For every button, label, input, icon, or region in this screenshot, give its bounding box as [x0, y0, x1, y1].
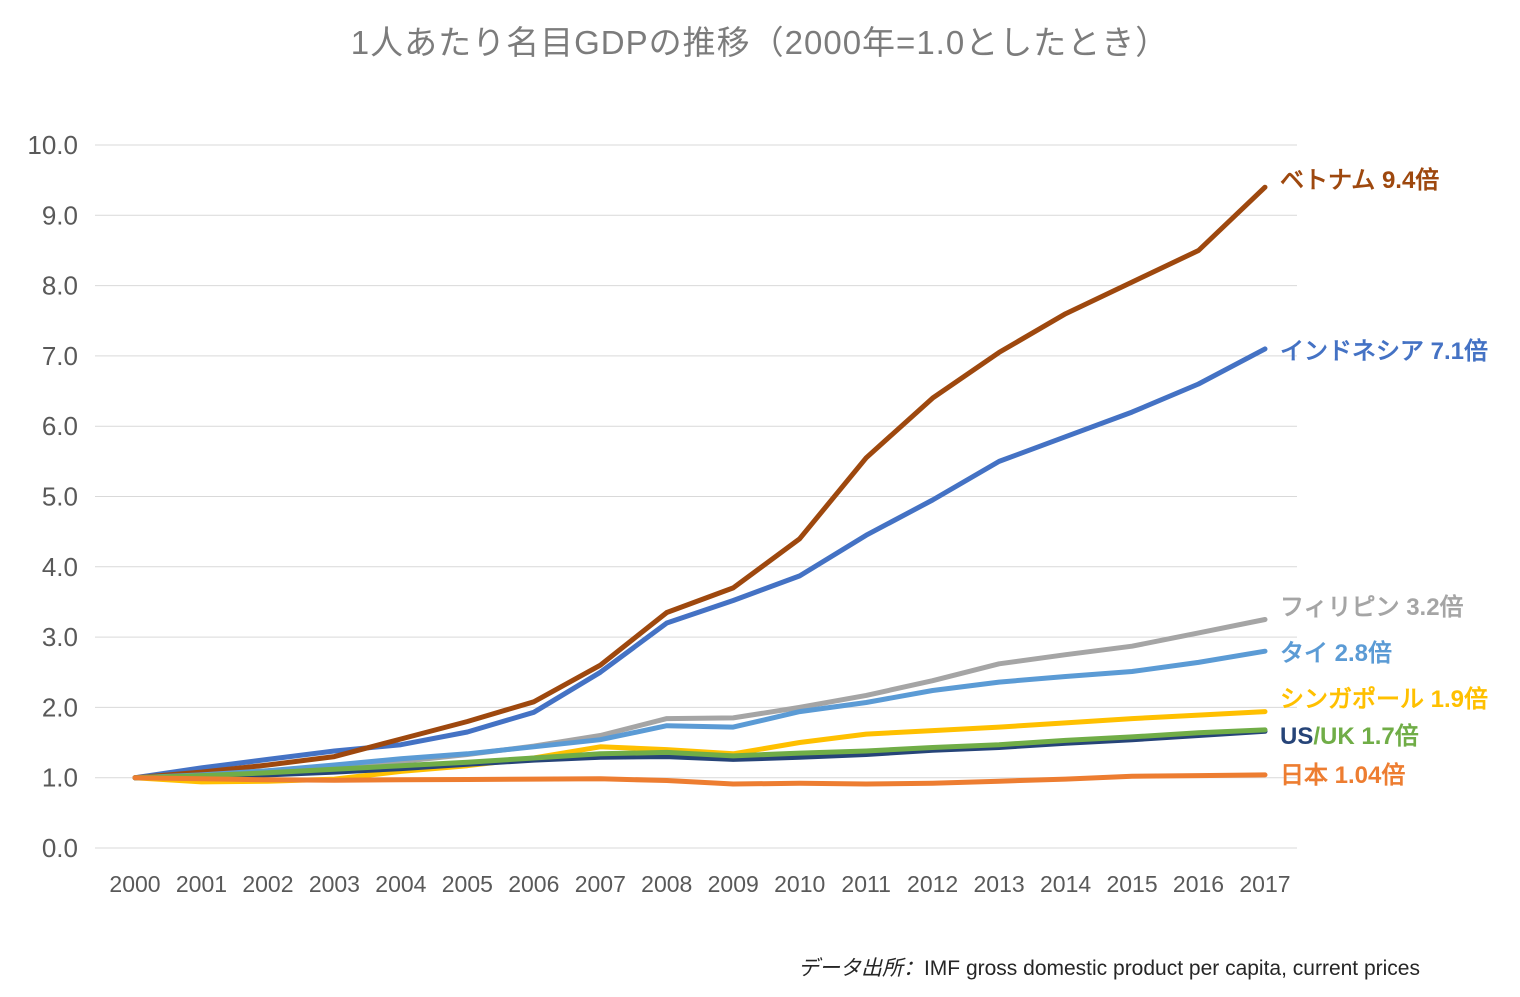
data-source-prefix: データ出所： — [797, 957, 924, 980]
series-line-indonesia — [132, 346, 1268, 781]
y-axis-tick-10.0: 10.0 — [27, 130, 78, 160]
data-source-note: データ出所：IMF gross domestic product per cap… — [798, 952, 1420, 982]
x-axis-tick-2015: 2015 — [1106, 871, 1157, 897]
x-axis-tick-2007: 2007 — [575, 871, 626, 897]
y-axis-tick-9.0: 9.0 — [42, 200, 78, 230]
x-axis-tick-2010: 2010 — [774, 871, 825, 897]
y-axis-tick-7.0: 7.0 — [42, 341, 78, 371]
series-line-thailand — [132, 648, 1268, 781]
chart-title: 1人あたり名目GDPの推移（2000年=1.0としたとき） — [350, 24, 1170, 61]
series-line-japan — [132, 772, 1268, 787]
x-axis-tick-2017: 2017 — [1239, 871, 1290, 897]
x-axis-tick-2008: 2008 — [641, 871, 692, 897]
x-axis-tick-2013: 2013 — [974, 871, 1025, 897]
x-axis-tick-2009: 2009 — [708, 871, 759, 897]
x-axis-tick-2005: 2005 — [442, 871, 493, 897]
data-source-text: IMF gross domestic product per capita, c… — [923, 957, 1420, 980]
series-line-us — [132, 728, 1268, 781]
series-line-vietnam — [132, 184, 1268, 781]
x-axis-tick-2003: 2003 — [309, 871, 360, 897]
series-label-us-uk: US/UK 1.7倍 — [1280, 722, 1419, 752]
series-label-indonesia: インドネシア 7.1倍 — [1280, 337, 1488, 367]
x-axis-tick-2011: 2011 — [841, 871, 890, 897]
y-axis-tick-1.0: 1.0 — [42, 763, 78, 793]
series-label-part: ベトナム 9.4倍 — [1280, 167, 1440, 194]
series-label-japan: 日本 1.04倍 — [1280, 761, 1405, 791]
series-label-part: タイ 2.8倍 — [1280, 640, 1393, 667]
x-axis-tick-2014: 2014 — [1040, 871, 1091, 897]
x-axis-tick-2000: 2000 — [109, 871, 160, 897]
series-label-part: シンガポール 1.9倍 — [1280, 686, 1489, 713]
x-axis-tick-2002: 2002 — [242, 871, 293, 897]
x-axis-tick-2012: 2012 — [907, 871, 958, 897]
series-label-part: US — [1280, 723, 1314, 750]
series-label-part: 日本 1.04倍 — [1280, 762, 1406, 789]
y-axis-tick-8.0: 8.0 — [42, 271, 78, 301]
series-line-uk — [132, 727, 1268, 781]
y-axis-tick-0.0: 0.0 — [42, 833, 78, 863]
y-axis-tick-2.0: 2.0 — [42, 692, 78, 722]
y-axis-tick-6.0: 6.0 — [42, 411, 78, 441]
y-axis-tick-4.0: 4.0 — [42, 552, 78, 582]
series-label-part: /UK 1.7倍 — [1313, 723, 1419, 750]
series-label-thailand: タイ 2.8倍 — [1280, 639, 1392, 669]
y-axis-tick-5.0: 5.0 — [42, 482, 78, 512]
x-axis-tick-2016: 2016 — [1173, 871, 1224, 897]
series-label-vietnam: ベトナム 9.4倍 — [1280, 166, 1439, 196]
x-axis-tick-2006: 2006 — [508, 871, 559, 897]
x-axis-tick-2001: 2001 — [176, 871, 227, 897]
series-label-philippines: フィリピン 3.2倍 — [1280, 593, 1464, 623]
series-label-part: フィリピン 3.2倍 — [1280, 594, 1464, 621]
series-label-part: インドネシア 7.1倍 — [1280, 338, 1489, 365]
series-label-singapore: シンガポール 1.9倍 — [1280, 685, 1488, 715]
x-axis-tick-2004: 2004 — [375, 871, 426, 897]
y-axis-tick-3.0: 3.0 — [42, 622, 78, 652]
